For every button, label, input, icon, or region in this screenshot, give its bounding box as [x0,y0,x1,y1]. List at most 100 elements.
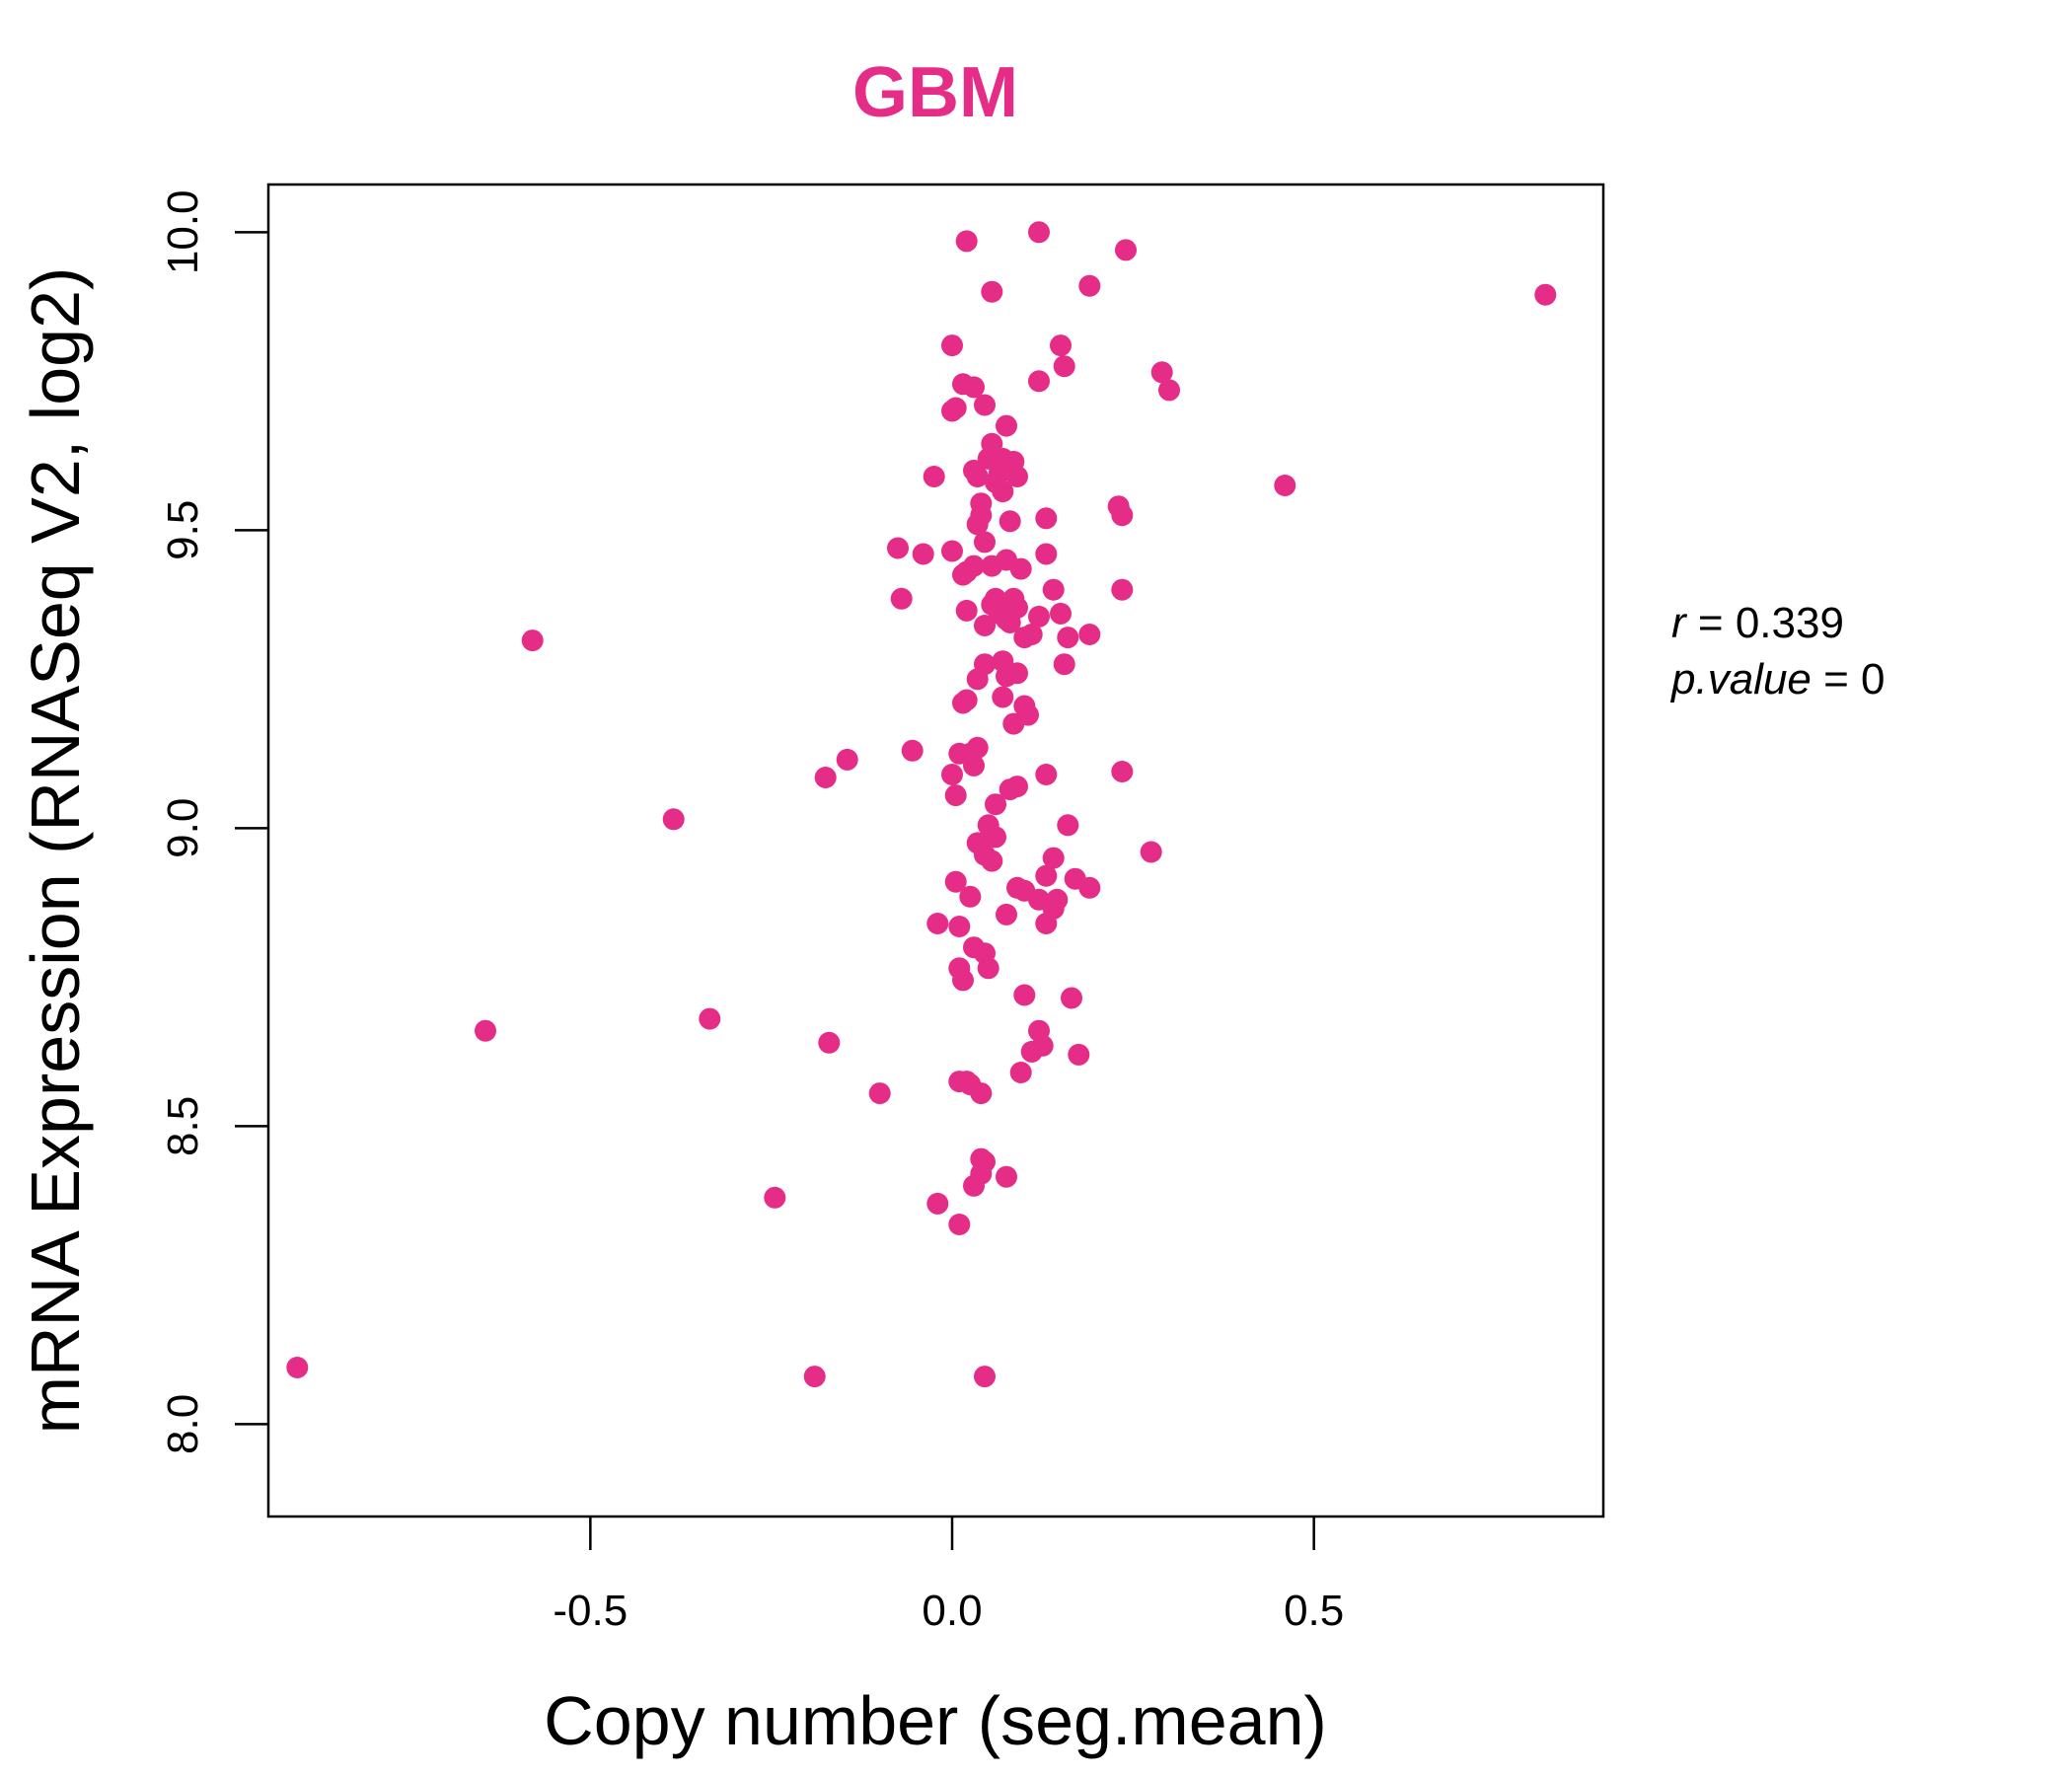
data-point [926,1192,949,1215]
data-point [1028,221,1050,244]
x-tick-label: 0.5 [1284,1587,1344,1635]
data-point [1057,627,1079,649]
data-point [948,742,971,765]
data-point [1158,379,1180,402]
stats-annotation: r = 0.339 p.value = 0 [1669,599,1886,703]
r-stat: r = 0.339 [1671,599,1844,647]
data-point [1061,987,1082,1009]
data-point [941,540,963,562]
data-point [868,1082,891,1105]
data-point [992,686,1014,708]
data-point [1150,361,1173,384]
y-tick-label: 8.0 [159,1394,207,1454]
chart-title: GBM [852,53,1018,132]
data-point [1028,605,1050,628]
data-point [887,537,909,559]
data-point [981,280,1003,303]
data-point [818,1031,841,1054]
y-tick-label: 10.0 [159,189,207,274]
data-point [1078,274,1101,297]
data-point [974,394,996,416]
y-tick-label: 8.5 [159,1096,207,1156]
data-point [1006,776,1028,798]
data-point [1002,712,1025,735]
data-point [521,629,544,652]
x-tick-label: -0.5 [553,1587,628,1635]
data-point [1053,653,1075,676]
data-point [1035,913,1058,934]
plot-frame [266,183,1605,1518]
data-point [981,850,1003,872]
data-point [836,748,858,771]
data-point [1050,602,1072,625]
data-point [1035,764,1058,785]
data-point [966,466,989,487]
data-point [1140,841,1162,863]
data-point [963,754,985,777]
y-tick-label: 9.5 [159,500,207,560]
data-point [1009,1062,1032,1083]
data-point [941,764,963,785]
data-point [1013,627,1036,649]
data-point [1078,876,1101,899]
data-point [985,826,1006,849]
data-point [974,615,996,636]
data-point [1042,578,1065,601]
x-axis-label: Copy number (seg.mean) [544,1682,1327,1759]
data-point [955,599,978,622]
data-point [948,916,971,937]
data-point [1111,504,1134,527]
data-point [1111,578,1134,601]
data-point [890,587,913,610]
data-point [1274,475,1296,496]
data-point [966,513,989,536]
data-point [985,793,1006,816]
data-point [1035,864,1058,887]
data-point [1006,662,1028,685]
data-point [1028,370,1050,393]
data-point [286,1357,309,1378]
data-point [901,739,924,762]
data-point [1068,1043,1090,1066]
data-point [1111,761,1134,782]
data-point [996,414,1017,437]
data-point [475,1019,496,1042]
data-point [1013,984,1036,1006]
data-point [662,808,685,831]
data-point [959,885,982,908]
data-point [974,1366,996,1388]
x-tick-label: 0.0 [922,1587,982,1635]
data-point [999,510,1021,533]
data-point [1035,543,1058,565]
data-point [803,1366,826,1388]
data-point [999,612,1021,633]
data-point [948,1214,971,1235]
data-point [1534,283,1557,306]
p-value-label: p.value [1669,655,1812,703]
data-point [764,1186,786,1209]
data-point [1035,507,1058,530]
data-point [981,555,1003,577]
y-axis-label: mRNA Expression (RNASeq V2, log2) [17,267,94,1435]
data-point [699,1007,721,1030]
data-point [952,563,974,586]
data-point [1078,624,1101,645]
y-tick-label: 9.0 [159,798,207,858]
data-point [1006,466,1028,487]
p-value-stat: p.value = 0 [1669,655,1886,703]
points-layer [286,221,1557,1388]
data-point [955,689,978,711]
data-point [955,230,978,253]
data-point [977,957,999,980]
data-point [814,767,837,788]
data-point [944,784,967,807]
data-point [1053,355,1075,378]
r-stat-label: r [1671,599,1688,647]
data-point [966,668,989,691]
data-point [1042,847,1065,869]
data-point [941,334,963,357]
data-point [963,376,985,399]
data-point [923,466,945,487]
data-point [992,481,1014,503]
